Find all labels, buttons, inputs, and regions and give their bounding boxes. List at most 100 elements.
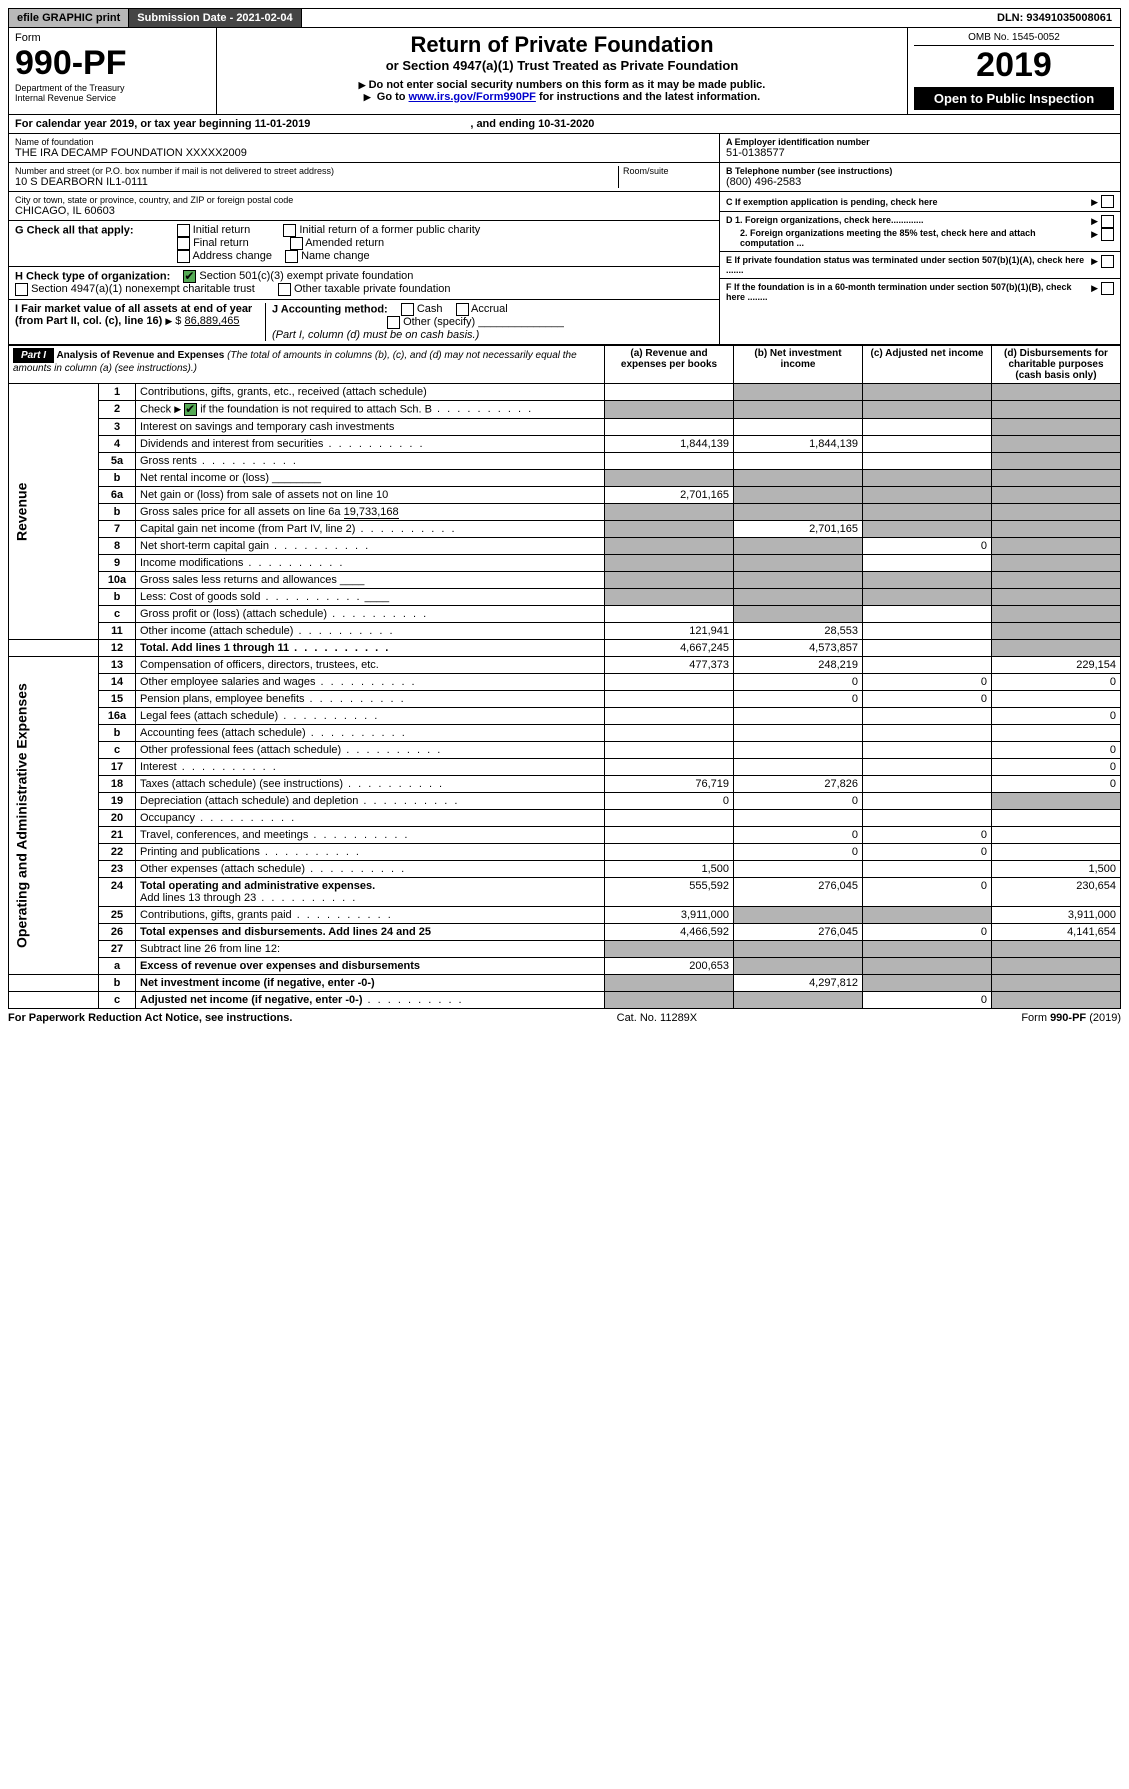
line-7: Capital gain net income (from Part IV, l… <box>136 521 605 538</box>
submission-date: Submission Date - 2021-02-04 <box>129 9 301 27</box>
omb-number: OMB No. 1545-0052 <box>914 32 1114 46</box>
title-main: Return of Private Foundation <box>223 32 901 58</box>
efile-label: efile GRAPHIC print <box>9 9 129 27</box>
j-label: J Accounting method: <box>272 303 388 315</box>
city-box: City or town, state or province, country… <box>9 192 719 221</box>
line-13: Compensation of officers, directors, tru… <box>136 657 605 674</box>
info-grid: Name of foundation THE IRA DECAMP FOUNDA… <box>8 134 1121 345</box>
line-26: Total expenses and disbursements. Add li… <box>136 924 605 941</box>
ein-value: 51-0138577 <box>726 147 1114 159</box>
footer-right: Form 990-PF (2019) <box>1021 1012 1121 1024</box>
fmv-value: 86,889,465 <box>184 315 239 327</box>
e-label: E If private foundation status was termi… <box>726 255 1091 275</box>
checkbox-sch-b[interactable] <box>184 403 197 416</box>
checkbox-85pct[interactable] <box>1101 228 1114 241</box>
section-ij: I Fair market value of all assets at end… <box>9 300 719 344</box>
line-9: Income modifications <box>136 555 605 572</box>
line-27b: Net investment income (if negative, ente… <box>136 975 605 992</box>
line-27c: Adjusted net income (if negative, enter … <box>136 992 605 1009</box>
line-20: Occupancy <box>136 810 605 827</box>
d2-label: 2. Foreign organizations meeting the 85%… <box>726 228 1091 248</box>
tax-year: 2019 <box>914 46 1114 85</box>
checkbox-other-taxable[interactable] <box>278 283 291 296</box>
j-note: (Part I, column (d) must be on cash basi… <box>272 329 479 341</box>
checkbox-other-method[interactable] <box>387 316 400 329</box>
ein-box: A Employer identification number 51-0138… <box>720 134 1120 163</box>
b-label: B Telephone number (see instructions) <box>726 166 1114 176</box>
line-4: Dividends and interest from securities <box>136 436 605 453</box>
header-left: Form 990-PF Department of the Treasury I… <box>9 28 217 114</box>
checkbox-accrual[interactable] <box>456 303 469 316</box>
checkbox-60month[interactable] <box>1101 282 1114 295</box>
line-24: Total operating and administrative expen… <box>136 878 605 907</box>
section-g: G Check all that apply: Initial return I… <box>9 221 719 267</box>
checkbox-4947[interactable] <box>15 283 28 296</box>
irs-link[interactable]: www.irs.gov/Form990PF <box>409 91 536 103</box>
line-14: Other employee salaries and wages <box>136 674 605 691</box>
addr-value: 10 S DEARBORN IL1-0111 <box>15 176 618 188</box>
c-box: C If exemption application is pending, c… <box>720 192 1120 212</box>
calendar-year-row: For calendar year 2019, or tax year begi… <box>8 115 1121 134</box>
d-box: D 1. Foreign organizations, check here..… <box>720 212 1120 252</box>
line-2: Check if the foundation is not required … <box>136 401 605 419</box>
dln-label: DLN: 93491035008061 <box>989 9 1120 27</box>
section-h: H Check type of organization: Section 50… <box>9 267 719 300</box>
checkbox-status-terminated[interactable] <box>1101 255 1114 268</box>
line-8: Net short-term capital gain <box>136 538 605 555</box>
dept-line1: Department of the Treasury <box>15 83 210 93</box>
col-d-header: (d) Disbursements for charitable purpose… <box>992 346 1121 384</box>
header-right: OMB No. 1545-0052 2019 Open to Public In… <box>908 28 1120 114</box>
line-3: Interest on savings and temporary cash i… <box>136 419 605 436</box>
checkbox-exemption-pending[interactable] <box>1101 195 1114 208</box>
c-label: C If exemption application is pending, c… <box>726 197 1091 207</box>
col-c-header: (c) Adjusted net income <box>863 346 992 384</box>
phone-box: B Telephone number (see instructions) (8… <box>720 163 1120 192</box>
cal-year-begin: For calendar year 2019, or tax year begi… <box>15 118 310 130</box>
line-27a: Excess of revenue over expenses and disb… <box>136 958 605 975</box>
line-16a: Legal fees (attach schedule) <box>136 708 605 725</box>
header-mid: Return of Private Foundation or Section … <box>217 28 908 114</box>
col-a-header: (a) Revenue and expenses per books <box>605 346 734 384</box>
g-label: G Check all that apply: <box>15 224 134 236</box>
line-10c: Gross profit or (loss) (attach schedule) <box>136 606 605 623</box>
room-label: Room/suite <box>623 166 713 176</box>
line-1: Contributions, gifts, grants, etc., rece… <box>136 384 605 401</box>
checkbox-address-change[interactable] <box>177 250 190 263</box>
revenue-side-label: Revenue <box>9 384 99 640</box>
line-10b: Less: Cost of goods sold ____ <box>136 589 605 606</box>
line-16c: Other professional fees (attach schedule… <box>136 742 605 759</box>
checkbox-amended[interactable] <box>290 237 303 250</box>
line-27: Subtract line 26 from line 12: <box>136 941 605 958</box>
footer-left: For Paperwork Reduction Act Notice, see … <box>8 1012 292 1024</box>
checkbox-initial-former[interactable] <box>283 224 296 237</box>
line-11: Other income (attach schedule) <box>136 623 605 640</box>
line-22: Printing and publications <box>136 844 605 861</box>
line-15: Pension plans, employee benefits <box>136 691 605 708</box>
title-sub: or Section 4947(a)(1) Trust Treated as P… <box>223 58 901 73</box>
checkbox-cash[interactable] <box>401 303 414 316</box>
checkbox-name-change[interactable] <box>285 250 298 263</box>
checkbox-initial-return[interactable] <box>177 224 190 237</box>
checkbox-foreign-org[interactable] <box>1101 215 1114 228</box>
a-label: A Employer identification number <box>726 137 1114 147</box>
f-label: F If the foundation is in a 60-month ter… <box>726 282 1091 302</box>
line-6a: Net gain or (loss) from sale of assets n… <box>136 487 605 504</box>
line-6b: Gross sales price for all assets on line… <box>136 504 605 521</box>
line-5b: Net rental income or (loss) ________ <box>136 470 605 487</box>
note-goto: Go to www.irs.gov/Form990PF for instruct… <box>223 91 901 103</box>
col-b-header: (b) Net investment income <box>734 346 863 384</box>
expenses-side-label: Operating and Administrative Expenses <box>9 657 99 975</box>
e-box: E If private foundation status was termi… <box>720 252 1120 279</box>
part1-table: Part I Analysis of Revenue and Expenses … <box>8 345 1121 1009</box>
line-16b: Accounting fees (attach schedule) <box>136 725 605 742</box>
part1-heading: Analysis of Revenue and Expenses <box>56 350 224 361</box>
address-box: Number and street (or P.O. box number if… <box>9 163 719 192</box>
page-footer: For Paperwork Reduction Act Notice, see … <box>8 1009 1121 1024</box>
city-value: CHICAGO, IL 60603 <box>15 205 713 217</box>
foundation-name-box: Name of foundation THE IRA DECAMP FOUNDA… <box>9 134 719 163</box>
checkbox-final-return[interactable] <box>177 237 190 250</box>
form-number: 990-PF <box>15 44 210 83</box>
top-bar: efile GRAPHIC print Submission Date - 20… <box>8 8 1121 28</box>
form-header: Form 990-PF Department of the Treasury I… <box>8 28 1121 115</box>
checkbox-501c3[interactable] <box>183 270 196 283</box>
